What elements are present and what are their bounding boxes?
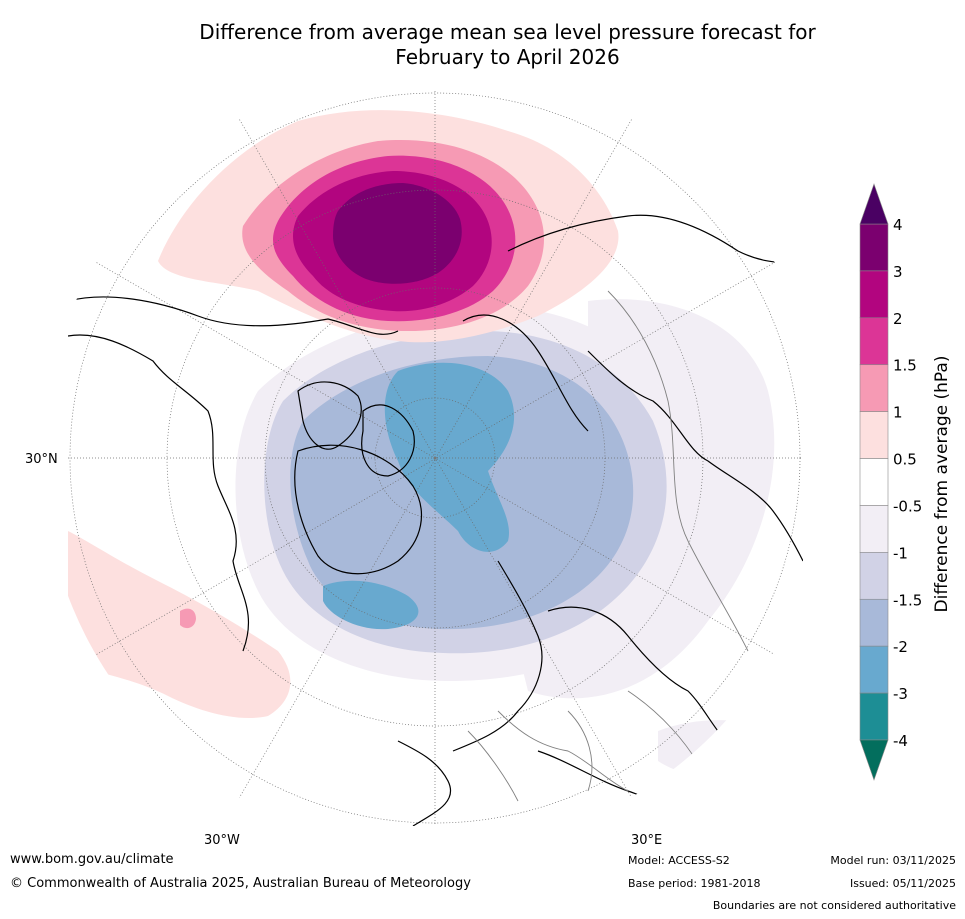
colorbar-bin — [859, 223, 889, 272]
colorbar-bin — [859, 317, 889, 366]
footer-model-run: Model run: 03/11/2025 — [830, 854, 956, 867]
axis-label-30n: 30°N — [25, 452, 58, 467]
colorbar-bin — [859, 458, 889, 506]
footer-website[interactable]: www.bom.gov.au/climate — [10, 852, 174, 867]
footer-base-period: Base period: 1981-2018 — [628, 877, 761, 890]
colorbar-bin — [859, 270, 889, 319]
map-svg — [68, 91, 803, 826]
colorbar-bin — [859, 645, 889, 694]
anomaly-area-neg2-north — [384, 362, 515, 552]
axis-label-30e: 30°E — [631, 833, 663, 848]
anomaly-area-neg2-southwest — [323, 580, 419, 630]
colorbar-label: Difference from average (hPa) — [932, 356, 952, 613]
title-line-1: Difference from average mean sea level p… — [199, 20, 816, 44]
colorbar-tick-label: -0.5 — [893, 497, 922, 515]
coastlines — [68, 214, 803, 826]
map-panel — [68, 91, 803, 826]
colorbar-tick-label: 2 — [893, 310, 903, 328]
colorbar-tick-label: -2 — [893, 638, 908, 656]
colorbar-tick-label: 0.5 — [893, 451, 917, 469]
title-line-2: February to April 2026 — [395, 45, 620, 69]
footer-copyright: © Commonwealth of Australia 2025, Austra… — [10, 876, 471, 891]
colorbar-bin — [859, 552, 889, 600]
colorbar-tick-label: 1 — [893, 404, 903, 422]
footer-disclaimer: Boundaries are not considered authoritat… — [712, 899, 956, 912]
colorbar-tick-label: -3 — [893, 685, 908, 703]
chart-title: Difference from average mean sea level p… — [0, 20, 965, 70]
colorbar-over-arrow — [859, 183, 889, 225]
colorbar-tick-label: -1 — [893, 544, 908, 562]
colorbar-tick-label: -4 — [893, 732, 908, 750]
colorbar-tick-label: 3 — [893, 263, 903, 281]
colorbar-bin — [859, 364, 889, 412]
footer-issued: Issued: 05/11/2025 — [849, 877, 956, 890]
colorbar-bin — [859, 411, 889, 459]
footer-model: Model: ACCESS-S2 — [628, 854, 730, 867]
colorbar-bin — [859, 598, 889, 647]
colorbar-tick-label: 4 — [893, 216, 903, 234]
axis-label-30w: 30°W — [204, 833, 240, 848]
north-pole-marker — [433, 456, 437, 460]
anomaly-area-pos1-atlantic — [180, 608, 196, 629]
colorbar-bin — [859, 692, 889, 741]
colorbar-bin — [859, 505, 889, 553]
anomaly-area-pos3 — [333, 183, 462, 284]
colorbar-under-arrow — [859, 739, 889, 781]
colorbar-tick-label: -1.5 — [893, 591, 922, 609]
colorbar-tick-label: 1.5 — [893, 357, 917, 375]
anomaly-area-pos05-atlantic — [68, 531, 291, 719]
